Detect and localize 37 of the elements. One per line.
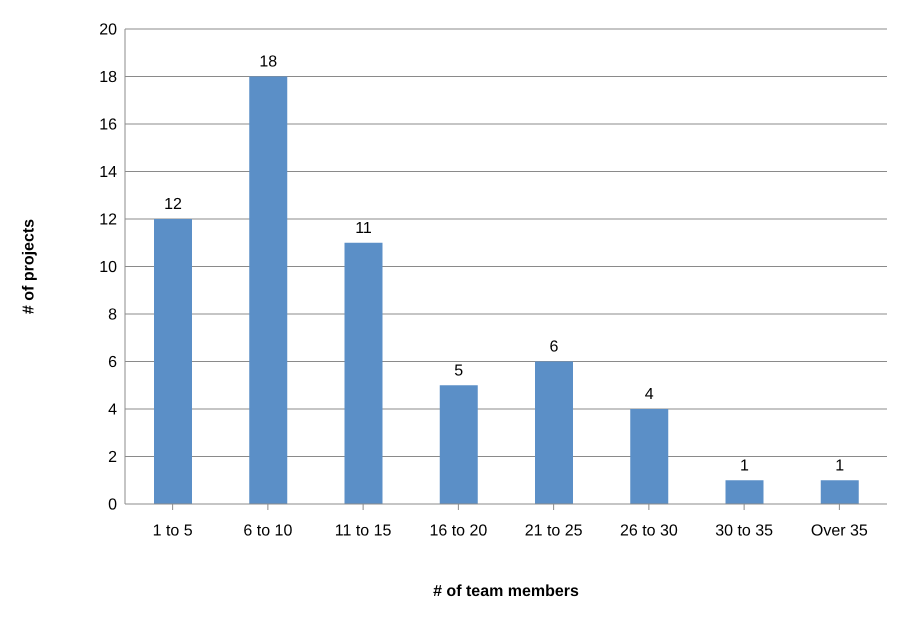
y-tick-label: 6	[108, 354, 118, 372]
data-label: 11	[355, 220, 372, 237]
y-tick-label: 8	[108, 306, 118, 324]
y-tick-label: 12	[99, 212, 118, 229]
bar	[820, 480, 859, 504]
bar	[344, 242, 382, 504]
data-label: 12	[164, 196, 182, 213]
y-axis-title: # of projects	[20, 218, 38, 314]
x-tick-label: 11 to 15	[334, 522, 392, 540]
bar	[154, 219, 192, 504]
y-tick-label: 16	[99, 116, 118, 134]
y-tick-label: 18	[99, 69, 118, 86]
bar	[440, 385, 478, 504]
data-label: 4	[644, 386, 654, 403]
y-tick-label: 4	[108, 402, 118, 419]
bar	[726, 480, 764, 504]
y-tick-label: 0	[108, 496, 118, 514]
data-label: 1	[835, 457, 844, 474]
data-label: 5	[454, 362, 464, 380]
x-tick-label: 26 to 30	[620, 522, 678, 540]
data-label: 6	[550, 338, 559, 356]
y-tick-label: 20	[99, 22, 118, 39]
y-tick-label: 10	[99, 259, 118, 276]
bar	[249, 76, 288, 504]
x-tick-label: 1 to 5	[152, 522, 193, 540]
bar	[535, 362, 573, 504]
data-label: 1	[740, 457, 750, 474]
x-tick-label: 16 to 20	[429, 522, 488, 540]
y-tick-label: 14	[99, 164, 118, 182]
x-tick-label: Over 35	[810, 522, 868, 540]
x-tick-label: 6 to 10	[243, 522, 292, 540]
data-label: 18	[259, 54, 278, 70]
x-tick-label: 21 to 25	[524, 522, 583, 540]
x-tick-label: 30 to 35	[715, 522, 774, 540]
y-tick-label: 2	[108, 449, 118, 466]
bar	[630, 409, 668, 504]
x-axis-title: # of team members	[433, 583, 580, 600]
